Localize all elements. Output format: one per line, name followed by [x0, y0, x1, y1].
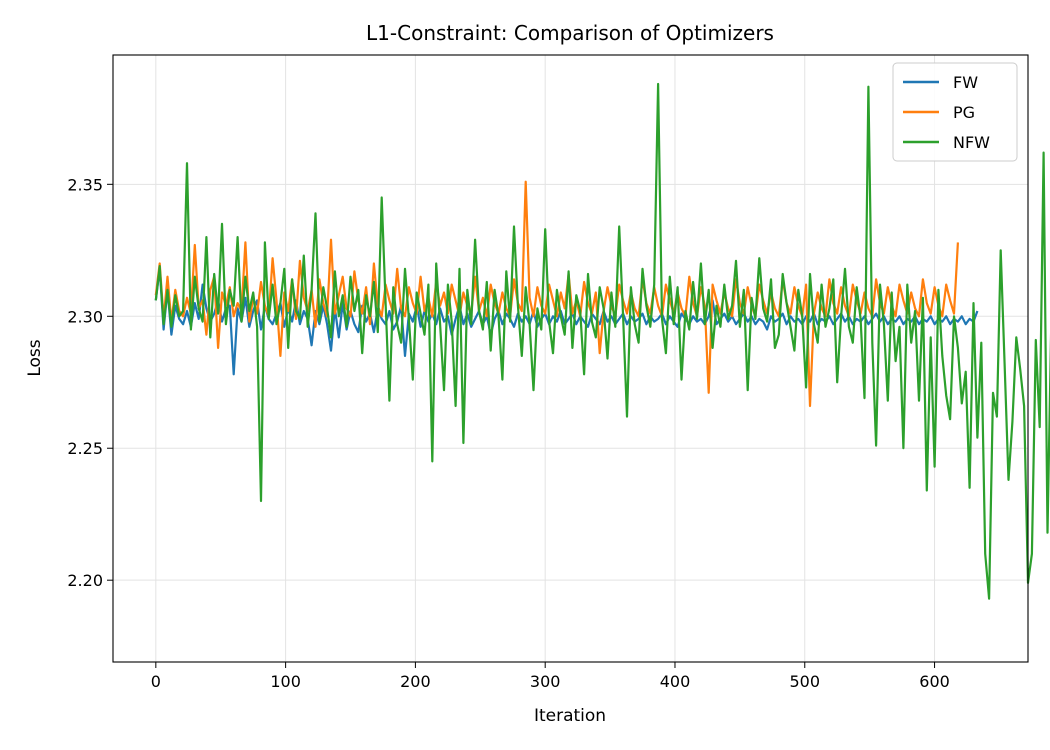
- x-tick-label: 200: [400, 672, 431, 691]
- x-tick-label: 100: [270, 672, 301, 691]
- legend-box: [892, 62, 1018, 162]
- legend-label-fw: FW: [953, 73, 978, 92]
- x-axis: 0 100 200 300 400 500 600: [151, 662, 950, 691]
- x-tick-label: 300: [530, 672, 561, 691]
- x-axis-label: Iteration: [534, 706, 606, 726]
- y-axis: 2.20 2.25 2.30 2.35: [67, 175, 113, 590]
- y-tick-label: 2.20: [67, 571, 103, 590]
- series-line-nfw: [154, 82, 1050, 600]
- legend-label-nfw: NFW: [953, 133, 990, 152]
- plot-lines: [154, 82, 1050, 600]
- y-tick-label: 2.25: [67, 439, 103, 458]
- plot-frame: [112, 54, 1029, 663]
- x-tick-label: 400: [660, 672, 691, 691]
- legend-label-pg: PG: [953, 103, 975, 122]
- x-tick-label: 600: [919, 672, 950, 691]
- x-tick-label: 0: [151, 672, 161, 691]
- legend: FW PG NFW: [892, 62, 1018, 162]
- y-tick-label: 2.35: [67, 175, 103, 194]
- y-tick-label: 2.30: [67, 307, 103, 326]
- y-axis-label: Loss: [25, 339, 45, 376]
- chart-title: L1-Constraint: Comparison of Optimizers: [366, 21, 774, 45]
- x-tick-label: 500: [789, 672, 820, 691]
